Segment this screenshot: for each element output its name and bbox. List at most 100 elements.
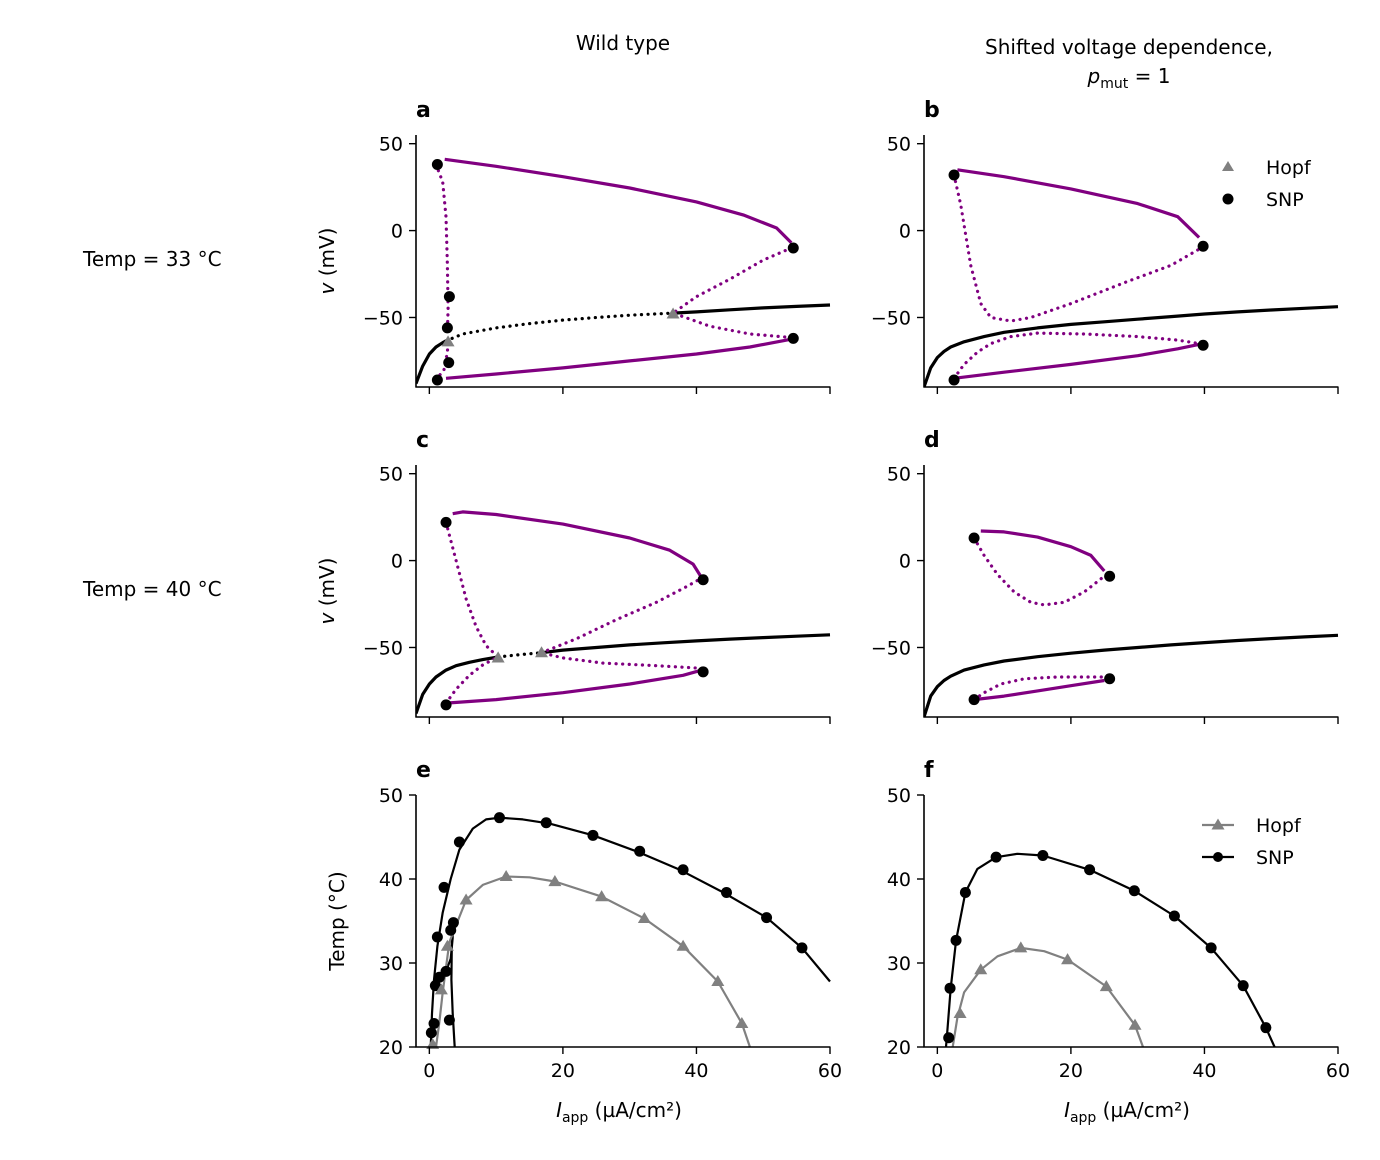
snp-point [438,881,450,893]
series-line-steady-state-stable [924,305,1339,388]
y-axis-label: v (mV) [315,558,339,625]
y-axis-label-symbol: v [315,611,339,624]
legend-label: SNP [1266,189,1304,211]
row-label-40C: Temp = 40 °C [82,577,222,601]
x-axis-label-unit: (µA/cm²) [1096,1098,1190,1122]
panel-f: 50 40 30 20 0 20 40 60 f Iapp (µA/cm²) Hopf SNP [887,758,1350,1126]
snp-point [968,694,980,706]
snp-point [1037,849,1049,861]
column-header-wild-type: Wild type [576,31,670,55]
plot-area [943,849,1276,1048]
series-line-limit-cycle-max-stable [980,529,1106,573]
y-tick-label: 50 [887,785,911,807]
legend: Hopf SNP [1202,815,1302,869]
panel-label: a [416,98,431,123]
hopf-point [548,875,562,887]
x-tick-label: 60 [818,1060,842,1082]
snp-point [1197,339,1209,351]
snp-point [441,322,453,334]
x-tick-label: 40 [1192,1060,1216,1082]
snp-point [429,980,441,992]
series-line-limit-cycle-max-unstable [952,173,1203,323]
snp-point [1104,673,1116,685]
series-line-limit-cycle-max-unstable [972,536,1106,607]
x-tick-label: 20 [1059,1060,1083,1082]
snp-point [968,532,980,544]
x-axis-label: Iapp (µA/cm²) [1064,1098,1190,1126]
snp-point [677,864,689,876]
y-tick-label: 0 [391,221,403,243]
series-line-limit-cycle-min-stable [445,668,703,705]
series-line-steady-state-stable [416,339,447,385]
series-line-limit-cycle-max-stable [452,510,704,579]
snp-point [440,516,452,528]
x-tick-label: 60 [1326,1060,1350,1082]
series-line-Hopf [434,875,751,1048]
series-line-limit-cycle-max-unstable-2 [671,246,793,315]
snp-point [796,942,808,954]
snp-point [697,666,709,678]
plot-area [425,812,831,1049]
panel-label: e [416,758,431,783]
hopf-point [535,646,549,658]
legend: Hopf SNP [1222,157,1312,211]
snp-point [440,965,452,977]
y-axis-label-symbol: v [315,281,339,294]
y-tick-label: −50 [871,637,911,659]
series-line-steady-state-stable [416,655,499,715]
plot-area [924,529,1339,718]
panel-b: 50 0 −50 b Hopf SNP [871,98,1339,394]
hopf-point [491,651,505,663]
snp-point [1237,980,1249,992]
x-tick-label: 20 [551,1060,575,1082]
snp-point [453,836,465,848]
y-tick-label: 30 [379,953,403,975]
hopf-point [1061,953,1075,965]
x-axis-label-subscript: app [562,1110,588,1126]
snp-point [1104,570,1116,582]
y-tick-label: 30 [887,953,911,975]
snp-point [787,242,799,254]
legend-hopf-marker [1211,818,1225,830]
x-axis-label-symbol: I [556,1098,562,1122]
hopf-point [735,1016,749,1029]
series-line-limit-cycle-min-unstable-2 [444,655,500,705]
series-line-steady-state-stable-2 [673,303,831,315]
series-line-limit-cycle-min-unstable [671,311,793,340]
snp-point [540,817,552,829]
y-axis-label: v (mV) [315,228,339,295]
series-line-limit-cycle-min-unstable [952,331,1207,380]
series-line-steady-state-unstable [496,651,544,659]
y-tick-label: 20 [887,1037,911,1059]
series-line-limit-cycle-max-unstable [444,520,500,659]
pmut-value: = 1 [1128,64,1170,88]
hopf-point [676,939,690,951]
snp-point [959,886,971,898]
snp-point [697,574,709,586]
y-tick-label: −50 [363,307,403,329]
series-line-steady-state-stable [924,633,1339,718]
snp-point [440,699,452,711]
panel-label: b [924,98,940,123]
snp-point [1205,942,1217,954]
series-line-steady-state-stable-2 [541,633,831,655]
series-line-limit-cycle-min-stable [973,678,1105,702]
row-label-33C: Temp = 33 °C [82,247,222,271]
y-tick-label: 50 [379,785,403,807]
hopf-point [711,974,725,987]
hopf-point [440,939,454,951]
plot-area [416,157,831,386]
x-axis-label-unit: (µA/cm²) [588,1098,682,1122]
snp-point [1084,864,1096,876]
series-line-limit-cycle-min-stable [953,342,1204,380]
series-line-limit-cycle-min-stable [445,337,792,380]
panel-label: c [416,428,429,453]
hopf-point [1128,1018,1142,1030]
y-tick-label: 0 [899,221,911,243]
snp-point [950,934,962,946]
y-tick-label: −50 [871,307,911,329]
series-line-limit-cycle-max-stable [444,157,793,244]
series-line-limit-cycle-min-unstable [539,651,704,670]
panel-e: 50 40 30 20 0 20 40 60 e Temp (°C) Iapp (µA/cm²) [325,758,842,1126]
x-tick-label: 0 [423,1060,435,1082]
